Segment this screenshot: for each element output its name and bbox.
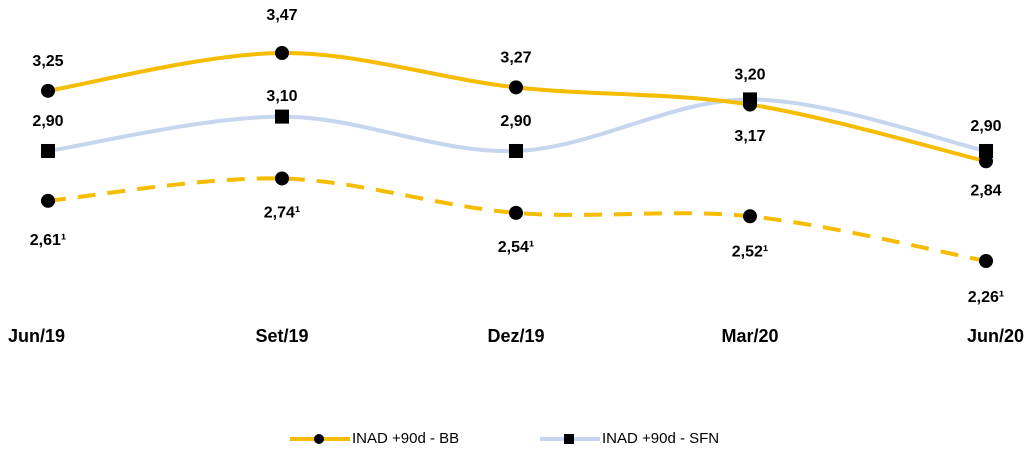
x-tick-label: Mar/20	[721, 326, 778, 346]
legend-label: INAD +90d - BB	[352, 430, 459, 447]
marker	[41, 193, 55, 208]
data-label: 2,54¹	[498, 239, 534, 256]
data-label: 3,20	[734, 67, 765, 84]
x-tick-label: Jun/20	[967, 326, 1024, 346]
legend-marker	[564, 434, 574, 444]
data-label: 2,90	[970, 118, 1001, 135]
marker	[275, 109, 289, 124]
data-label: 2,74¹	[264, 205, 300, 222]
data-label: 3,10	[266, 88, 297, 105]
x-tick-label: Jun/19	[8, 326, 65, 346]
marker	[743, 92, 757, 107]
marker	[41, 143, 55, 158]
marker	[275, 171, 289, 186]
data-label: 3,27	[500, 50, 531, 67]
marker	[509, 205, 523, 220]
data-label: 2,26¹	[968, 289, 1004, 306]
x-tick-label: Set/19	[255, 326, 308, 346]
data-label: 2,90	[500, 113, 531, 130]
data-label: 2,61¹	[30, 232, 66, 249]
marker	[743, 209, 757, 224]
marker	[275, 46, 289, 60]
data-label: 2,90	[32, 113, 63, 130]
marker	[509, 80, 523, 95]
legend-label: INAD +90d - SFN	[602, 430, 719, 447]
marker	[509, 143, 523, 158]
series-line	[47, 176, 987, 263]
data-label: 3,47	[266, 7, 297, 24]
marker	[979, 143, 993, 158]
legend-marker	[314, 434, 324, 444]
legend-item: INAD +90d - BB	[290, 430, 459, 447]
data-label: 2,84	[970, 183, 1001, 200]
legend-item: INAD +90d - SFN	[540, 430, 719, 447]
marker	[979, 254, 993, 268]
x-tick-label: Dez/19	[487, 326, 544, 346]
data-label: 3,25	[32, 53, 63, 70]
data-label: 3,17	[734, 128, 765, 145]
data-label: 2,52¹	[732, 244, 768, 261]
marker	[41, 83, 55, 98]
